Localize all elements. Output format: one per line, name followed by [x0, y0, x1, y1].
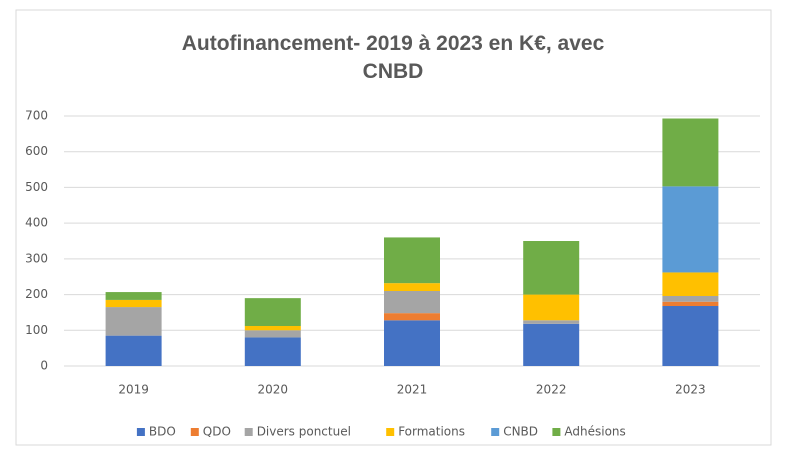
bar-segment	[105, 307, 162, 336]
legend-label: QDO	[203, 425, 231, 439]
bar-segment	[523, 241, 580, 295]
bar-segment	[523, 323, 580, 366]
bar-segment	[244, 330, 301, 338]
y-tick-label: 500	[25, 180, 48, 194]
y-tick-label: 600	[25, 144, 48, 158]
legend-label: CNBD	[503, 425, 538, 439]
y-tick-label: 200	[25, 287, 48, 301]
legend-label: BDO	[149, 425, 176, 439]
x-tick-label: 2023	[675, 383, 706, 397]
y-tick-label: 100	[25, 323, 48, 337]
chart-border	[15, 9, 772, 446]
y-tick-label: 0	[40, 359, 48, 373]
bar-segment	[384, 320, 440, 366]
bar-segment	[105, 299, 162, 308]
bar-segment	[384, 237, 440, 284]
x-tick-label: 2021	[397, 383, 428, 397]
y-tick-label: 400	[25, 216, 48, 230]
bar-segment	[523, 320, 580, 324]
legend-label: Divers ponctuel	[257, 425, 351, 439]
bar-segment	[662, 186, 719, 273]
bar-segment	[662, 118, 719, 187]
bar-segment	[105, 292, 162, 300]
y-tick-label: 300	[25, 251, 48, 265]
legend-label: Formations	[398, 425, 465, 439]
bar-segment	[105, 335, 162, 366]
legend-swatch	[386, 428, 395, 436]
bar-segment	[662, 301, 719, 306]
bar-segment	[662, 272, 719, 296]
bar-segment	[523, 294, 580, 321]
legend-swatch	[552, 428, 561, 436]
bar-segment	[384, 283, 440, 291]
bar-segment	[662, 296, 719, 302]
bar-segment	[384, 313, 440, 321]
legend-label: Adhésions	[564, 425, 625, 439]
legend-swatch	[136, 428, 145, 436]
bar-segment	[244, 337, 301, 366]
legend-swatch	[190, 428, 199, 436]
bar-segment	[244, 298, 301, 326]
bar-segment	[384, 291, 440, 314]
x-tick-label: 2022	[536, 383, 567, 397]
legend-swatch	[491, 428, 500, 436]
y-tick-label: 700	[25, 109, 48, 123]
bar-segment	[662, 306, 719, 366]
x-tick-label: 2020	[258, 383, 289, 397]
legend-swatch	[244, 428, 253, 436]
bar-segment	[244, 326, 301, 331]
chart-title: Autofinancement- 2019 à 2023 en K€, avec…	[181, 32, 605, 83]
x-tick-label: 2019	[118, 383, 149, 397]
